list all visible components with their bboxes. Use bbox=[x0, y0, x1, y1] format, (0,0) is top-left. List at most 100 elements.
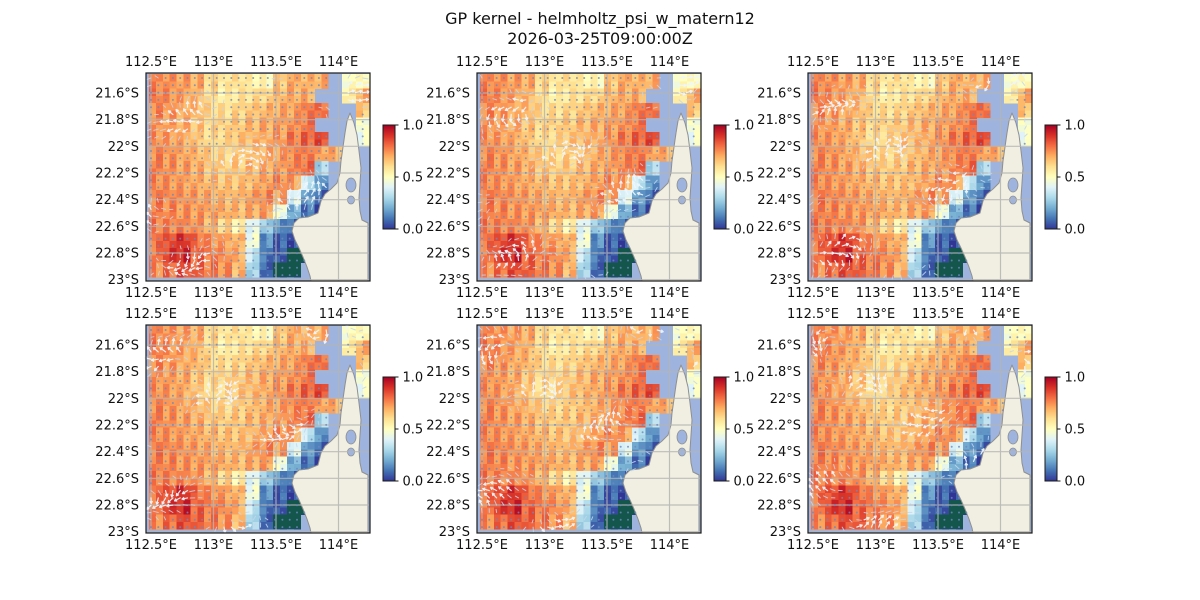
colorbar-tick-label: 1.0 bbox=[403, 371, 424, 386]
y-tick-label: 22.8°S bbox=[426, 499, 470, 514]
quiver-arrows-short bbox=[808, 326, 1028, 531]
deep-cell bbox=[949, 248, 963, 263]
axes-spine bbox=[145, 324, 371, 534]
coastal-lake bbox=[345, 429, 357, 445]
y-tick-label: 23°S bbox=[108, 273, 139, 288]
x-tick-label: 114°E bbox=[650, 286, 690, 301]
x-tick-label: 113.5°E bbox=[581, 55, 633, 70]
x-tick-label: 113°E bbox=[525, 307, 565, 322]
colorbar-tick-label: 1.0 bbox=[734, 119, 755, 134]
y-tick-label: 22.2°S bbox=[95, 167, 139, 182]
x-tick-label: 113.5°E bbox=[250, 55, 302, 70]
deep-cell bbox=[618, 248, 632, 263]
quiver-arrows-long bbox=[145, 80, 370, 276]
y-tick-label: 22.8°S bbox=[426, 247, 470, 262]
colorbar: 1.0 0.5 0.0 bbox=[382, 371, 424, 490]
deep-cell bbox=[618, 262, 632, 277]
colorbar: 1.0 0.5 0.0 bbox=[382, 119, 424, 238]
colorbar-tick-label: 1.0 bbox=[1065, 119, 1086, 134]
figure-title: GP kernel - helmholtz_psi_w_matern12 bbox=[445, 9, 755, 28]
x-tick-label: 114°E bbox=[981, 307, 1021, 322]
x-tick-label: 113°E bbox=[525, 538, 565, 553]
y-tick-label: 22.6°S bbox=[426, 220, 470, 235]
x-tick-label: 112.5°E bbox=[456, 307, 508, 322]
y-tick-label: 22.6°S bbox=[757, 472, 801, 487]
y-tick-label: 22.4°S bbox=[95, 445, 139, 460]
quiver-dots bbox=[481, 329, 695, 529]
colorbar-tick-label: 0.0 bbox=[403, 475, 424, 490]
coastal-lake bbox=[676, 429, 688, 445]
axes-spine bbox=[807, 324, 1033, 534]
x-tick-label: 113°E bbox=[856, 307, 896, 322]
x-tick-label: 113.5°E bbox=[912, 286, 964, 301]
map-panel-r0-c0: 112.5°E 112.5°E 113°E 113°E 113.5°E 113.5°E 11… bbox=[95, 55, 423, 301]
y-tick-label: 21.6°S bbox=[426, 339, 470, 354]
colorbar-tick-label: 0.5 bbox=[734, 423, 755, 438]
y-tick-label: 23°S bbox=[770, 273, 801, 288]
x-tick-label: 113°E bbox=[194, 286, 234, 301]
deep-cell bbox=[618, 514, 632, 529]
colorbar: 1.0 0.5 0.0 bbox=[713, 119, 755, 238]
x-tick-label: 112.5°E bbox=[787, 286, 839, 301]
x-tick-label: 114°E bbox=[319, 286, 359, 301]
colorbar-tick-label: 0.0 bbox=[1065, 475, 1086, 490]
y-tick-label: 21.6°S bbox=[95, 87, 139, 102]
deep-cell bbox=[618, 500, 632, 515]
y-tick-label: 21.6°S bbox=[757, 87, 801, 102]
coastal-lake bbox=[345, 177, 357, 193]
x-tick-label: 113.5°E bbox=[581, 538, 633, 553]
quiver-arrows-short bbox=[809, 77, 1028, 281]
deep-cell bbox=[287, 248, 301, 263]
x-tick-label: 112.5°E bbox=[456, 538, 508, 553]
colorbar-tick-label: 0.5 bbox=[734, 171, 755, 186]
colorbar-tick-label: 0.5 bbox=[403, 171, 424, 186]
y-tick-label: 23°S bbox=[439, 273, 470, 288]
y-tick-label: 21.8°S bbox=[757, 365, 801, 380]
x-tick-label: 114°E bbox=[319, 307, 359, 322]
x-tick-label: 113°E bbox=[194, 307, 234, 322]
deep-cell bbox=[287, 514, 301, 529]
colorbar-tick-label: 1.0 bbox=[734, 371, 755, 386]
colorbar-tick-label: 1.0 bbox=[403, 119, 424, 134]
y-tick-label: 23°S bbox=[770, 525, 801, 540]
deep-cell bbox=[273, 262, 287, 277]
colorbar: 1.0 0.5 0.0 bbox=[1044, 119, 1086, 238]
y-tick-label: 22°S bbox=[770, 392, 801, 407]
x-tick-label: 112.5°E bbox=[456, 286, 508, 301]
map-panel-r1-c1: 112.5°E 112.5°E 113°E 113°E 113.5°E 113.5°E 11… bbox=[426, 307, 754, 553]
x-tick-label: 112.5°E bbox=[125, 538, 177, 553]
y-tick-label: 21.8°S bbox=[426, 365, 470, 380]
land-polygon bbox=[953, 364, 1031, 534]
x-tick-label: 112.5°E bbox=[456, 55, 508, 70]
x-tick-label: 112.5°E bbox=[787, 538, 839, 553]
axes-spine bbox=[145, 72, 371, 282]
quiver-arrows-long bbox=[144, 323, 349, 533]
y-tick-label: 22.4°S bbox=[757, 445, 801, 460]
land-polygon bbox=[953, 112, 1031, 282]
y-tick-label: 22.4°S bbox=[426, 193, 470, 208]
quiver-arrows-short bbox=[145, 325, 367, 532]
colorbar-tick-label: 0.0 bbox=[734, 223, 755, 238]
x-tick-label: 112.5°E bbox=[787, 307, 839, 322]
x-tick-label: 113°E bbox=[525, 286, 565, 301]
quiver-dots bbox=[812, 77, 1026, 277]
colorbar-tick-label: 0.5 bbox=[1065, 423, 1086, 438]
y-tick-label: 22.2°S bbox=[757, 419, 801, 434]
y-tick-label: 22.2°S bbox=[95, 419, 139, 434]
x-tick-label: 112.5°E bbox=[125, 286, 177, 301]
x-tick-label: 113°E bbox=[856, 538, 896, 553]
deep-cell bbox=[604, 514, 618, 529]
quiver-arrows-long bbox=[807, 329, 1031, 528]
y-tick-label: 22.4°S bbox=[95, 193, 139, 208]
colorbar: 1.0 0.5 0.0 bbox=[1044, 371, 1086, 490]
y-tick-label: 22.8°S bbox=[95, 247, 139, 262]
x-tick-label: 113°E bbox=[856, 55, 896, 70]
y-tick-label: 23°S bbox=[439, 525, 470, 540]
x-tick-label: 113°E bbox=[194, 55, 234, 70]
quiver-arrows-long bbox=[475, 326, 698, 532]
y-tick-label: 22°S bbox=[108, 140, 139, 155]
x-tick-label: 112.5°E bbox=[125, 55, 177, 70]
quiver-arrows-short bbox=[476, 74, 698, 280]
coastal-lake bbox=[676, 177, 688, 193]
